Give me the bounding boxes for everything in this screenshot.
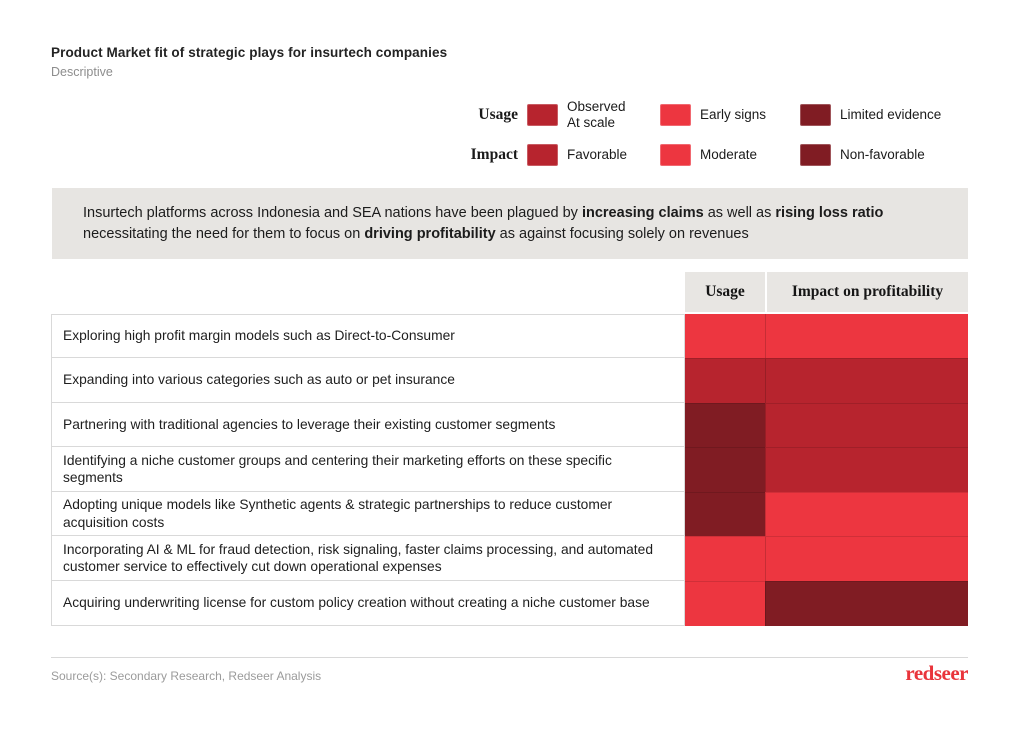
legend-item-moderate: Moderate [660,144,800,166]
strategy-cell: Adopting unique models like Synthetic ag… [51,491,685,537]
color-swatch-icon [660,104,691,126]
legend-item-favorable: Favorable [527,144,660,166]
legend-item-label: Non-favorable [840,147,925,162]
impact-cell [765,447,968,492]
legend-item-limited-evidence: Limited evidence [800,104,941,126]
legend-item-non-favorable: Non-favorable [800,144,925,166]
legend-item-label: Moderate [700,147,758,162]
insight-text: Insurtech platforms across Indonesia and… [83,204,884,242]
legend-label-impact: Impact [470,146,518,163]
usage-cell [685,447,765,492]
table-header-row: Usage Impact on profitability [51,272,968,312]
usage-cell [685,491,765,537]
legend-item-label: Observed At scale [567,99,626,130]
strategy-cell: Partnering with traditional agencies to … [51,402,685,448]
legend-label-usage: Usage [478,106,518,123]
insight-callout: Insurtech platforms across Indonesia and… [52,188,968,259]
legend-item-label: Early signs [700,107,767,122]
strategy-cell: Incorporating AI & ML for fraud detectio… [51,536,685,582]
impact-cell [765,491,968,537]
impact-cell [765,313,968,359]
legend-item-observed-at-scale: Observed At scale [527,99,660,131]
table-body: Exploring high profit margin models such… [51,313,968,626]
table-header-spacer [51,272,685,312]
color-swatch-icon [800,144,831,166]
legend-row-usage: Usage Observed At scale Early signs Limi… [463,99,970,131]
legend-item-early-signs: Early signs [660,104,800,126]
product-market-fit-table: Usage Impact on profitability Exploring … [51,272,968,626]
color-swatch-icon [660,144,691,166]
usage-cell [685,313,765,359]
usage-cell [685,358,765,403]
impact-cell [765,581,968,626]
source-note: Source(s): Secondary Research, Redseer A… [51,669,322,683]
column-header-impact: Impact on profitability [765,272,968,312]
page-title: Product Market fit of strategic plays fo… [51,45,448,60]
page-subtitle: Descriptive [51,65,113,79]
impact-cell [765,536,968,582]
column-header-usage: Usage [685,272,765,312]
legend-item-label: Favorable [567,147,628,162]
usage-cell [685,402,765,448]
strategy-cell: Identifying a niche customer groups and … [51,447,685,492]
legend-item-label: Limited evidence [840,107,942,122]
redseer-logo: redseer [905,661,968,685]
title-block: Product Market fit of strategic plays fo… [51,45,447,79]
strategy-cell: Expanding into various categories such a… [51,358,685,403]
footer-divider [51,657,968,658]
legend: Usage Observed At scale Early signs Limi… [463,99,970,166]
usage-cell [685,536,765,582]
legend-row-impact: Impact Favorable Moderate Non-favorable [463,144,970,166]
usage-cell [685,581,765,626]
impact-cell [765,358,968,403]
strategy-cell: Acquiring underwriting license for custo… [51,581,685,626]
color-swatch-icon [527,144,558,166]
strategy-cell: Exploring high profit margin models such… [51,313,685,359]
color-swatch-icon [800,104,831,126]
color-swatch-icon [527,104,558,126]
impact-cell [765,402,968,448]
